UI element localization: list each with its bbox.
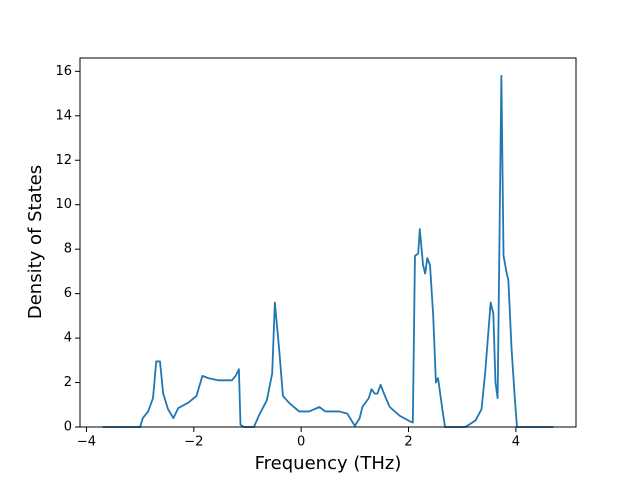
- x-tick-label: 4: [512, 435, 520, 450]
- y-tick-label: 6: [64, 286, 72, 301]
- y-tick-label: 10: [55, 197, 72, 212]
- plot-frame: [79, 57, 577, 428]
- y-tick-label: 2: [64, 375, 72, 390]
- x-axis-label: Frequency (THz): [255, 453, 402, 474]
- y-tick-label: 12: [55, 153, 72, 168]
- x-tick-label: −2: [184, 435, 203, 450]
- y-tick-label: 14: [55, 108, 72, 123]
- x-tick-label: −4: [77, 435, 96, 450]
- y-tick-label: 16: [55, 64, 72, 79]
- x-tick-label: 2: [404, 435, 412, 450]
- y-axis-label: Density of States: [25, 165, 46, 319]
- y-tick-label: 0: [64, 420, 72, 435]
- line: [102, 74, 554, 428]
- y-tick-label: 8: [64, 242, 72, 257]
- y-tick-label: 4: [64, 331, 72, 346]
- x-tick-label: 0: [297, 435, 305, 450]
